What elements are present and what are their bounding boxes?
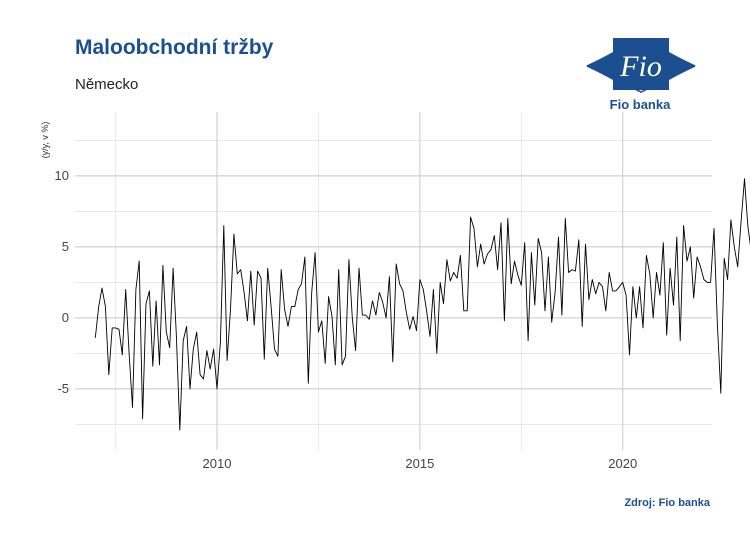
logo-emblem-text: Fio: [619, 50, 662, 83]
y-tick-label: 0: [62, 310, 69, 325]
grid-minor: [75, 112, 712, 450]
series-line: [94, 178, 750, 431]
chart-subtitle: Německo: [75, 76, 139, 93]
x-tick-label: 2010: [203, 456, 232, 471]
x-tick-label: 2015: [405, 456, 434, 471]
source-note: Zdroj: Fio banka: [624, 497, 710, 509]
y-tick-label: 10: [55, 168, 69, 183]
x-tick-label: 2020: [608, 456, 637, 471]
fio-logo-icon: Fio: [586, 38, 696, 93]
chart-title: Maloobchodní tržby: [75, 36, 274, 59]
logo-name: Fio banka: [609, 97, 671, 112]
grid-major: [75, 112, 712, 450]
y-tick-label: -5: [57, 381, 69, 396]
y-axis-ticks: -5 0 5 10: [55, 168, 69, 396]
series-group: [94, 178, 750, 431]
y-tick-label: 5: [62, 239, 69, 254]
y-axis-label: (y/y, v %): [40, 122, 50, 159]
x-axis-ticks: 2010 2015 2020: [203, 456, 638, 471]
